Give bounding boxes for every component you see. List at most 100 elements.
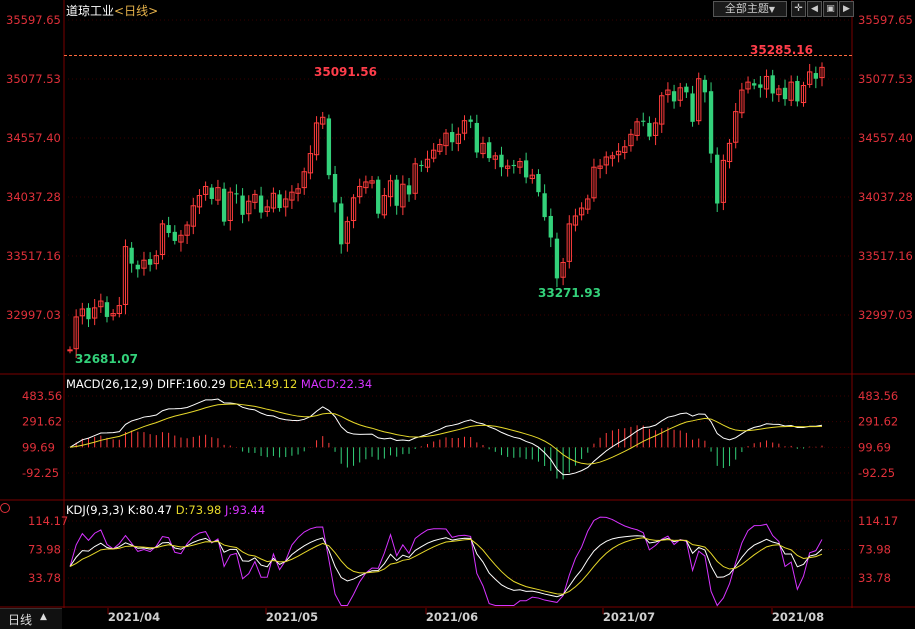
macd-tick-left: 483.56 (22, 389, 62, 403)
chart-header: 道琼工业<日线> (66, 2, 158, 19)
candle-up (301, 171, 307, 189)
macd-name: MACD(26,12,9) (66, 377, 154, 391)
candle-up (159, 223, 166, 256)
candle-down (702, 79, 708, 93)
candle-down (129, 247, 134, 264)
candle-up (800, 85, 807, 104)
candle-up (227, 191, 233, 222)
candle-down (468, 119, 473, 122)
candle-down (240, 195, 245, 215)
macd-tick-right: 291.62 (858, 415, 898, 429)
candle-up (733, 111, 739, 143)
candle-up (307, 153, 314, 174)
candle-up (492, 155, 498, 160)
candle-up (313, 122, 320, 156)
candle-down (752, 83, 757, 86)
price-tick-left: 35077.53 (6, 72, 61, 86)
candle-up (141, 259, 147, 269)
candle-up (350, 197, 357, 222)
candle-up (295, 188, 301, 194)
candle-up (178, 234, 184, 243)
candle-up (387, 180, 394, 198)
candle-up (480, 142, 486, 155)
candle-up (443, 132, 449, 147)
candle-up (252, 193, 258, 203)
zoom-icon[interactable]: ▣ (823, 1, 838, 17)
candle-up (739, 89, 745, 114)
macd-tick-left: -92.25 (22, 466, 59, 480)
price-tick-right: 35597.65 (858, 13, 913, 27)
price-tick-right: 34557.40 (858, 131, 913, 145)
candle-up (763, 75, 770, 90)
chevron-down-icon: ▼ (768, 5, 776, 14)
k-line (69, 535, 823, 598)
candle-down (258, 195, 264, 213)
candle-up (622, 146, 628, 153)
price-tick-left: 32997.03 (6, 308, 61, 322)
period-switch[interactable]: 日线 ▲ (0, 608, 62, 629)
price-tick-right: 33517.16 (858, 249, 913, 263)
theme-button[interactable]: 全部主题▼ (713, 1, 787, 17)
candle-down (770, 75, 775, 94)
j-line (69, 516, 823, 607)
kdj-tick-left: 33.78 (28, 571, 61, 585)
candle-up (381, 195, 388, 216)
indicator-toggle-icon[interactable] (0, 503, 10, 513)
macd-diff: DIFF:160.29 (157, 377, 226, 391)
candle-up (745, 81, 751, 90)
kdj-tick-right: 73.98 (858, 542, 891, 556)
candle-up (720, 159, 727, 203)
candle-up (344, 221, 351, 244)
pan-right-icon[interactable]: ▶ (839, 1, 854, 17)
low-annotation: 32681.07 (75, 352, 138, 366)
candle-down (172, 231, 177, 241)
d-line (69, 537, 823, 595)
candle-up (190, 205, 196, 227)
candle-down (86, 307, 91, 320)
diff-line (69, 398, 823, 476)
candle-down (376, 179, 381, 214)
candle-down (511, 164, 516, 167)
candle-up (91, 307, 98, 319)
candle-up (437, 144, 443, 152)
kdj-name: KDJ(9,3,3) (66, 503, 125, 517)
candle-up (591, 166, 597, 199)
candle-up (153, 255, 159, 265)
period-label[interactable]: <日线> (114, 4, 159, 18)
candle-up (73, 316, 79, 350)
candle-up (597, 165, 603, 169)
candle-down (394, 179, 399, 206)
candle-down (474, 122, 479, 153)
candle-up (461, 120, 468, 134)
candle-down (104, 302, 110, 317)
candle-up (628, 133, 634, 147)
candle-down (339, 203, 344, 245)
candle-down (166, 225, 171, 233)
candle-up (270, 192, 277, 209)
date-label: 2021/07 (603, 610, 655, 624)
candle-up (369, 180, 375, 184)
kdj-d: D:73.98 (175, 503, 222, 517)
macd-tick-right: 483.56 (858, 389, 898, 403)
low2-annotation: 33271.93 (538, 286, 601, 300)
crosshair-icon[interactable]: ✛ (791, 1, 806, 17)
price-tick-right: 35077.53 (858, 72, 913, 86)
candle-up (578, 207, 585, 216)
candle-up (363, 181, 369, 189)
kdj-j: J:93.44 (225, 503, 266, 517)
candle-up (202, 185, 209, 195)
candle-up (455, 133, 461, 144)
candle-down (813, 73, 818, 79)
period-switch-label: 日线 (8, 613, 33, 627)
candle-up (431, 149, 437, 159)
candle-down (406, 185, 412, 195)
candle-up (788, 81, 794, 101)
dea-line (69, 403, 823, 465)
date-label: 2021/06 (426, 610, 478, 624)
candle-up (116, 305, 122, 315)
price-tick-right: 32997.03 (858, 308, 913, 322)
chevron-up-icon: ▲ (40, 612, 47, 622)
pan-left-icon[interactable]: ◀ (807, 1, 822, 17)
candle-up (246, 200, 252, 215)
